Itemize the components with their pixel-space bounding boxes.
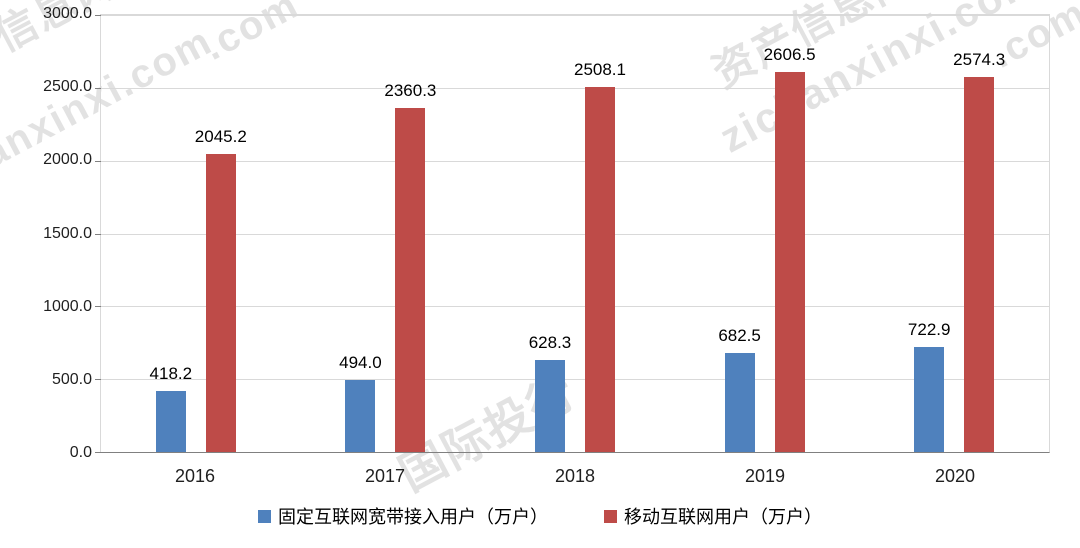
- y-axis: 0.0 500.0 1000.0 1500.0 2000.0 2500.0 3000.0: [0, 5, 92, 461]
- bar: [395, 108, 426, 452]
- y-tick-label: 1500.0: [43, 224, 92, 242]
- legend-swatch: [604, 509, 617, 523]
- bar-value-label: 2508.1: [573, 59, 626, 79]
- bar-group-2016: 418.2 2045.2: [101, 15, 291, 452]
- y-axis-tick: [95, 379, 101, 381]
- y-tick-label: 0.0: [69, 444, 92, 461]
- gridline: [101, 15, 1049, 16]
- x-tick-label: 2017: [364, 466, 406, 486]
- y-tick-label: 500.0: [51, 370, 92, 388]
- y-tick-label: 2000.0: [43, 151, 92, 169]
- bar-group-2019: 682.5 2606.5: [670, 15, 860, 452]
- bar-column: 2508.1: [574, 15, 626, 452]
- bar-column: 722.9: [908, 15, 950, 452]
- bar-column: 682.5: [718, 15, 761, 452]
- plot-area: 418.2 2045.2 494.0 2360.3 628.3 2508.1 682.5 26…: [95, 14, 1050, 453]
- bar-value-label: 682.5: [718, 325, 761, 345]
- bar-column: 2360.3: [384, 15, 436, 452]
- bar: [155, 391, 186, 452]
- x-tick-label: 2016: [174, 466, 216, 486]
- bar-value-label: 2606.5: [763, 45, 816, 65]
- bar-group-2020: 722.9 2574.3: [859, 15, 1049, 452]
- gridline: [101, 160, 1049, 162]
- y-axis-tick: [95, 87, 101, 89]
- y-axis-tick: [95, 452, 101, 453]
- bar-value-label: 2360.3: [384, 81, 437, 101]
- y-axis-tick: [95, 160, 101, 162]
- bar-value-label: 628.3: [528, 333, 572, 353]
- bar: [914, 346, 945, 452]
- bar-group-2017: 494.0 2360.3: [291, 15, 481, 452]
- x-tick-label: 2019: [744, 466, 786, 486]
- bar-column: 2606.5: [764, 15, 816, 452]
- bar: [964, 77, 995, 452]
- legend-item: 移动互联网用户（万户）: [604, 503, 822, 529]
- x-tick-label: 2020: [934, 466, 976, 486]
- bar-value-label: 494.0: [339, 353, 382, 373]
- bar: [724, 352, 755, 452]
- bar-value-label: 2574.3: [953, 50, 1006, 70]
- gridline: [101, 87, 1049, 89]
- bar: [534, 360, 565, 452]
- bar-value-label: 418.2: [149, 364, 193, 384]
- bar: [345, 380, 376, 452]
- legend-swatch: [258, 509, 271, 523]
- bar-column: 2574.3: [953, 15, 1005, 452]
- bar: [205, 154, 236, 452]
- y-axis-tick: [95, 15, 101, 16]
- legend-label: 移动互联网用户（万户）: [624, 507, 822, 527]
- y-axis-tick: [95, 306, 101, 308]
- legend-label: 固定互联网宽带接入用户（万户）: [278, 507, 548, 527]
- bar-value-label: 2045.2: [194, 127, 247, 147]
- y-tick-label: 2500.0: [43, 78, 92, 96]
- legend-item: 固定互联网宽带接入用户（万户）: [258, 503, 548, 529]
- y-tick-label: 1000.0: [43, 297, 92, 315]
- bar: [774, 72, 805, 452]
- bar-column: 494.0: [339, 15, 382, 452]
- bar-value-label: 722.9: [907, 319, 951, 339]
- bar-group-2018: 628.3 2508.1: [480, 15, 670, 452]
- x-axis: 2016 2017 2018 2019 2020: [100, 466, 1050, 487]
- gridline: [101, 306, 1049, 308]
- gridline: [101, 379, 1049, 381]
- y-axis-tick: [95, 233, 101, 235]
- legend: 固定互联网宽带接入用户（万户） 移动互联网用户（万户）: [0, 503, 1080, 529]
- bar-column: 418.2: [150, 15, 192, 452]
- bar-column: 628.3: [529, 15, 571, 452]
- x-tick-label: 2018: [554, 466, 596, 486]
- y-tick-label: 3000.0: [43, 5, 92, 22]
- bars-container: 418.2 2045.2 494.0 2360.3 628.3 2508.1 682.5 26…: [101, 15, 1049, 452]
- gridline: [101, 233, 1049, 235]
- bar: [584, 86, 615, 452]
- bar-column: 2045.2: [195, 15, 247, 452]
